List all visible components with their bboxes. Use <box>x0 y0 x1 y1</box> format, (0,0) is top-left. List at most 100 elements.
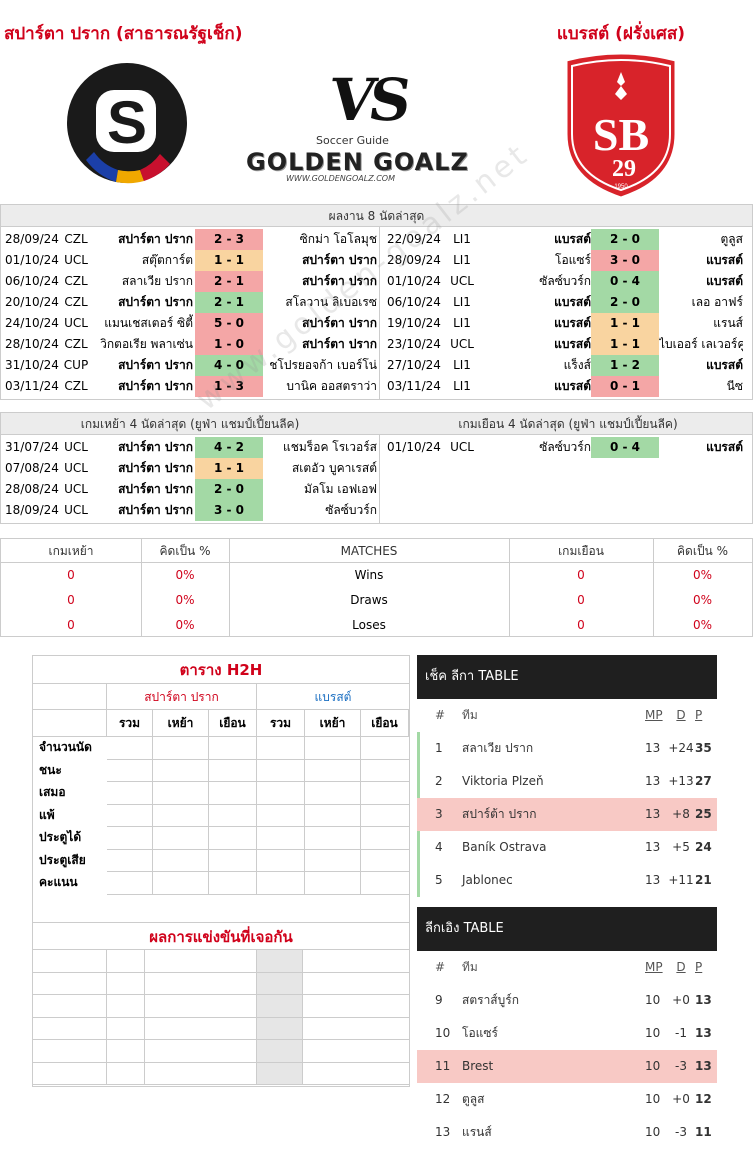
table-row[interactable]: 3 สปาร์ต้า ปราก 13 +8 25 <box>417 798 717 831</box>
table-position: 10 <box>435 1026 451 1040</box>
table-row[interactable]: 2 Viktoria Plzeň 13 +13 27 <box>417 765 717 798</box>
h2h-result-cell <box>33 1017 107 1040</box>
table-position: 5 <box>435 873 443 887</box>
table-diff: -3 <box>675 1125 687 1139</box>
h2h-result-cell <box>257 1062 303 1085</box>
match-date: 20/10/24 <box>5 295 59 309</box>
table-row[interactable]: 1 สลาเวีย ปราก 13 +24 35 <box>417 732 717 765</box>
table-diff: +5 <box>672 840 690 854</box>
table-team: โอแซร์ <box>462 1026 498 1040</box>
match-competition: UCL <box>64 253 88 267</box>
stats-header-home-pct: คิดเป็น % <box>159 544 211 558</box>
stat-home-count: 0 <box>67 568 75 582</box>
match-score: 1 - 0 <box>195 334 263 355</box>
table-team: สตราส์บูร์ก <box>462 993 519 1007</box>
stat-away-pct: 0% <box>692 593 713 607</box>
match-score: 0 - 4 <box>591 271 659 292</box>
match-date: 28/09/24 <box>387 253 441 267</box>
table-diff: +11 <box>668 873 694 887</box>
h2h-result-cell <box>107 995 145 1018</box>
stat-home-count: 0 <box>67 618 75 632</box>
match-away-team: แบรสต์ <box>706 253 743 267</box>
match-date: 31/07/24 <box>5 440 59 454</box>
match-row: 01/10/24 UCL สตุ๊ตการ์ต 1 - 1 สปาร์ตา ปราก <box>1 250 379 271</box>
table-mp: 10 <box>645 993 661 1007</box>
table-row[interactable]: 10 โอแซร์ 10 -1 13 <box>417 1017 717 1050</box>
h2h-result-cell <box>145 1062 257 1085</box>
match-competition: LI1 <box>453 232 471 246</box>
match-away-team: ซัลซ์บวร์ก <box>325 503 377 517</box>
match-score: 1 - 1 <box>195 250 263 271</box>
match-row: 01/10/24 UCL ซัลซ์บวร์ก 0 - 4 แบรสต์ <box>383 271 753 292</box>
table-points: 13 <box>695 1059 712 1073</box>
table-row[interactable]: 13 แรนส์ 10 -3 11 <box>417 1116 717 1149</box>
h2h-value-cell <box>361 827 409 850</box>
table-row[interactable]: 9 สตราส์บูร์ก 10 +0 13 <box>417 984 717 1017</box>
h2h-value-cell <box>209 827 257 850</box>
table-row[interactable]: 5 Jablonec 13 +11 21 <box>417 864 717 897</box>
stat-away-count: 0 <box>577 593 585 607</box>
stat-label: Loses <box>352 618 386 632</box>
match-score: 1 - 1 <box>591 334 659 355</box>
h2h-value-cell <box>305 782 361 805</box>
h2h-value-cell <box>107 804 153 827</box>
match-away-team: แชมร็อค โรเวอร์ส <box>283 440 377 454</box>
stat-away-pct: 0% <box>692 568 713 582</box>
h2h-value-cell <box>153 827 209 850</box>
match-away-team: แบรสต์ <box>706 358 743 372</box>
match-row: 28/08/24 UCL สปาร์ตา ปราก 2 - 0 มัลโม เอฟเอฟ <box>1 479 379 500</box>
table-team: สลาเวีย ปราก <box>462 741 534 755</box>
golden-goalz-logo: Soccer Guide GOLDEN GOALZ WWW.GOLDENGOAL… <box>246 134 469 183</box>
last-8-section: ผลงาน 8 นัดล่าสุด 28/09/24 CZL สปาร์ตา ปรา… <box>0 204 753 400</box>
table-position: 2 <box>435 774 443 788</box>
match-date: 28/09/24 <box>5 232 59 246</box>
stat-home-count: 0 <box>67 593 75 607</box>
match-home-team: ซัลซ์บวร์ก <box>539 440 591 454</box>
match-date: 31/10/24 <box>5 358 59 372</box>
h2h-row-label: ชนะ <box>39 762 62 777</box>
h2h-value-cell <box>107 759 153 782</box>
table-team: ตูลูส <box>462 1092 485 1106</box>
table-position: 11 <box>435 1059 451 1073</box>
h2h-result-cell <box>33 972 107 995</box>
match-competition: UCL <box>64 503 88 517</box>
h2h-result-cell <box>33 950 107 973</box>
h2h-row-label: จำนวนนัด <box>39 740 92 754</box>
match-date: 01/10/24 <box>5 253 59 267</box>
h2h-value-cell <box>305 872 361 895</box>
match-competition: UCL <box>64 461 88 475</box>
table-row[interactable]: 12 ตูลูส 10 +0 12 <box>417 1083 717 1116</box>
match-score: 1 - 2 <box>591 355 659 376</box>
h2h-value-cell <box>209 782 257 805</box>
stats-section: เกมเหย้า คิดเป็น % MATCHES เกมเยือน คิดเ… <box>0 538 753 637</box>
svg-text:SB: SB <box>593 109 649 160</box>
table-points: 12 <box>695 1092 712 1106</box>
table-team: Jablonec <box>462 873 513 887</box>
h2h-result-cell <box>145 972 257 995</box>
match-home-team: สปาร์ตา ปราก <box>118 440 193 454</box>
h2h-table: ตาราง H2H สปาร์ตา ปราก แบรสต์ รวม เหย้า เยือ… <box>32 655 410 1087</box>
h2h-result-cell <box>303 950 409 973</box>
h2h-value-cell <box>361 782 409 805</box>
match-row: 19/10/24 LI1 แบรสต์ 1 - 1 แรนส์ <box>383 313 753 334</box>
h2h-row-label: เสมอ <box>39 785 66 799</box>
h2h-value-cell <box>209 759 257 782</box>
table-points: 21 <box>695 873 712 887</box>
match-row: 28/10/24 CZL วิกตอเรีย พลาเซ่น 1 - 0 สปาร์ตา… <box>1 334 379 355</box>
h2h-result-cell <box>257 950 303 973</box>
match-away-team: แบรสต์ <box>706 440 743 454</box>
match-competition: UCL <box>450 274 474 288</box>
table-points: 13 <box>695 993 712 1007</box>
table-row[interactable]: 11 Brest 10 -3 13 <box>417 1050 717 1083</box>
ligue-table-title: ลีกเอิง TABLE <box>417 907 717 951</box>
h2h-value-cell <box>209 849 257 872</box>
match-date: 01/10/24 <box>387 274 441 288</box>
h2h-value-cell <box>107 782 153 805</box>
h2h-value-cell <box>361 760 409 782</box>
match-date: 28/08/24 <box>5 482 59 496</box>
h2h-value-cell <box>305 827 361 850</box>
table-row[interactable]: 4 Baník Ostrava 13 +5 24 <box>417 831 717 864</box>
table-diff: +13 <box>668 774 694 788</box>
match-home-team: แบรสต์ <box>554 316 591 330</box>
match-date: 19/10/24 <box>387 316 441 330</box>
